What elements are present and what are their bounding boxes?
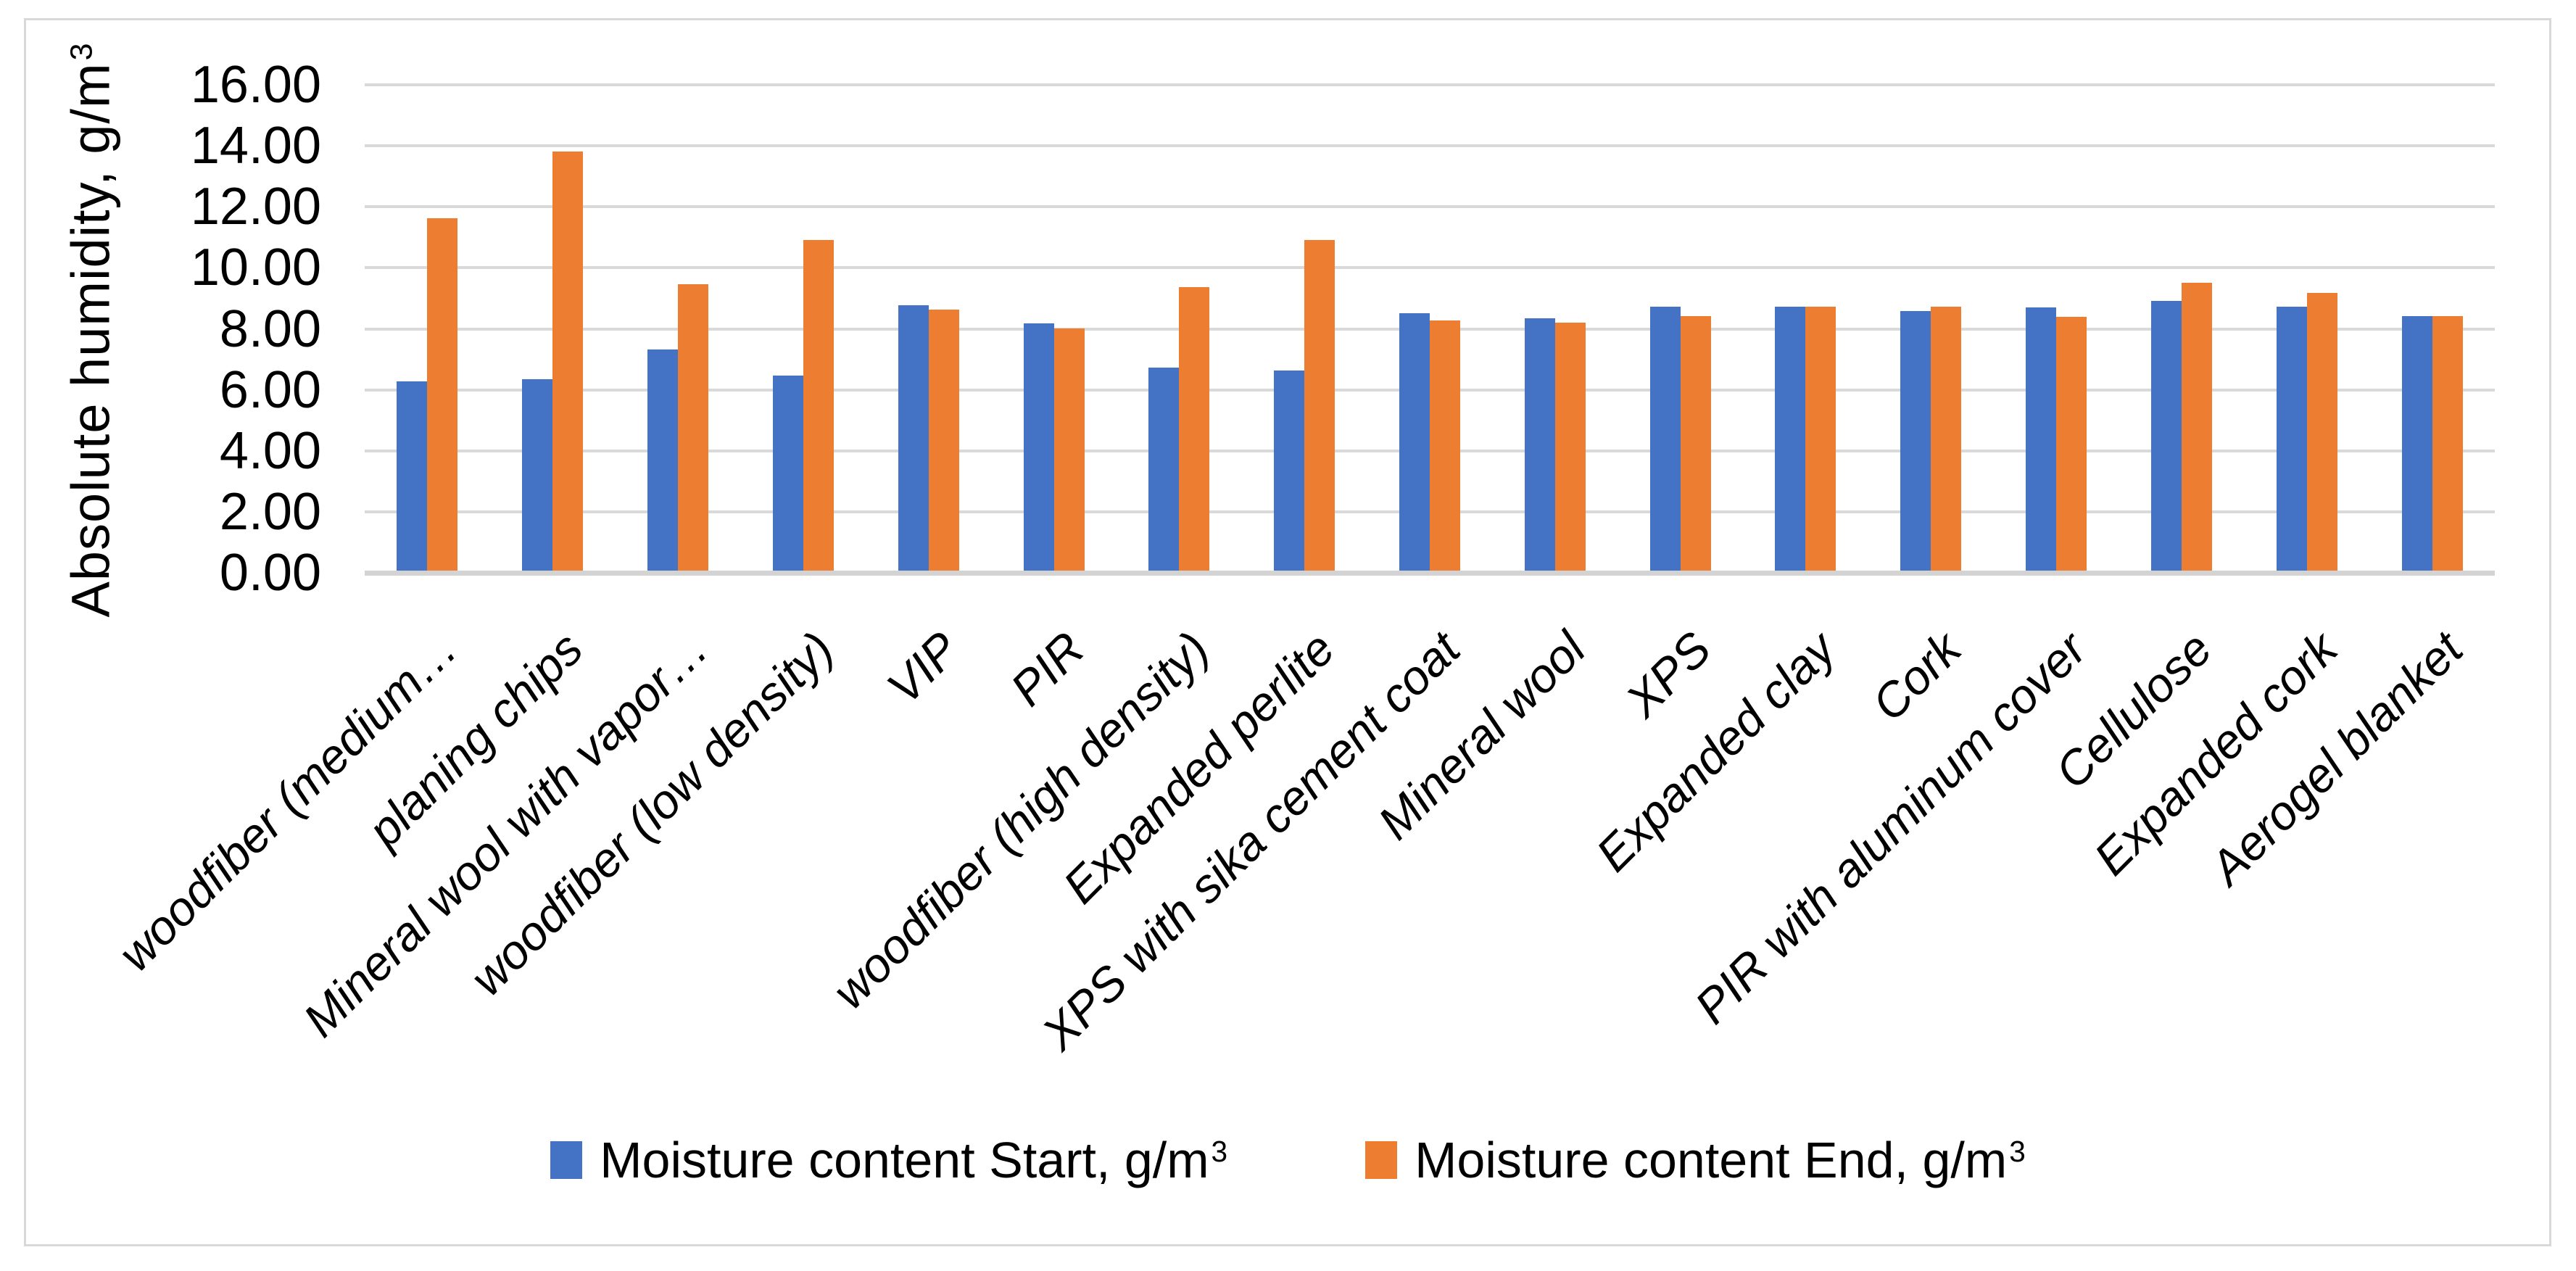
bar-end-15 (2306, 293, 2337, 571)
legend-item-start: Moisture content Start, g/m3 (550, 1131, 1227, 1189)
gridline (365, 266, 2495, 270)
chart-border (24, 18, 2551, 1246)
bar-end-14 (2181, 282, 2212, 571)
y-axis-tick-label: 16.00 (190, 56, 321, 114)
gridline (365, 83, 2495, 86)
bar-end-0 (427, 218, 458, 571)
y-axis-tick-label: 4.00 (219, 421, 321, 480)
bar-end-16 (2432, 315, 2463, 571)
bar-start-3 (772, 375, 803, 571)
bar-end-1 (552, 151, 584, 571)
legend-item-end: Moisture content End, g/m3 (1365, 1131, 2026, 1189)
legend-label-end: Moisture content End, g/m3 (1415, 1131, 2026, 1189)
legend-label-end-text: Moisture content End, g/m (1415, 1132, 2008, 1188)
bar-start-8 (1399, 312, 1430, 571)
bar-end-6 (1179, 286, 1210, 571)
bar-start-15 (2276, 307, 2307, 571)
bar-start-6 (1148, 368, 1180, 571)
gridline (365, 144, 2495, 148)
bar-end-4 (928, 310, 959, 571)
y-axis-tick-label: 6.00 (219, 360, 321, 419)
y-axis-tick-label: 12.00 (190, 178, 321, 236)
y-axis-tick-label: 0.00 (219, 544, 321, 602)
bar-start-1 (522, 379, 553, 571)
legend-swatch-start (550, 1141, 583, 1179)
gridline (365, 205, 2495, 209)
bar-start-10 (1649, 307, 1681, 571)
y-axis-tick-label: 10.00 (190, 239, 321, 297)
legend-swatch-end (1365, 1141, 1398, 1179)
bar-start-2 (647, 349, 679, 571)
bar-start-7 (1274, 370, 1305, 571)
x-axis-line (365, 571, 2495, 576)
y-axis-title-superscript: 3 (64, 42, 99, 61)
bar-start-14 (2150, 300, 2182, 571)
legend-label-start-text: Moisture content Start, g/m (600, 1132, 1209, 1188)
bar-end-11 (1805, 307, 1836, 571)
bar-start-12 (1900, 311, 1931, 571)
bar-end-7 (1304, 239, 1335, 571)
bar-start-4 (898, 305, 929, 571)
bar-start-5 (1023, 323, 1054, 571)
bar-end-3 (803, 239, 834, 571)
bar-end-13 (2056, 317, 2087, 571)
y-axis-tick-label: 14.00 (190, 117, 321, 175)
bar-start-9 (1524, 318, 1555, 571)
bar-end-9 (1554, 323, 1586, 571)
bar-start-13 (2026, 307, 2057, 571)
bar-start-11 (1775, 307, 1806, 571)
bar-start-0 (397, 381, 428, 571)
legend: Moisture content Start, g/m3 Moisture co… (0, 1131, 2576, 1189)
bar-end-2 (678, 283, 709, 571)
y-axis-title: Absolute humidity, g/m3 (60, 43, 122, 618)
bar-end-5 (1053, 328, 1085, 571)
bar-start-16 (2401, 315, 2432, 571)
y-axis-tick-label: 8.00 (219, 299, 321, 358)
legend-label-start-superscript: 3 (1211, 1134, 1228, 1168)
bar-end-12 (1931, 307, 1962, 571)
y-axis-tick-label: 2.00 (219, 482, 321, 541)
y-axis-title-text: Absolute humidity, g/m (60, 62, 121, 618)
legend-label-end-superscript: 3 (2009, 1134, 2026, 1168)
bar-end-10 (1680, 315, 1711, 571)
legend-label-start: Moisture content Start, g/m3 (600, 1131, 1227, 1189)
bar-end-8 (1430, 320, 1460, 571)
